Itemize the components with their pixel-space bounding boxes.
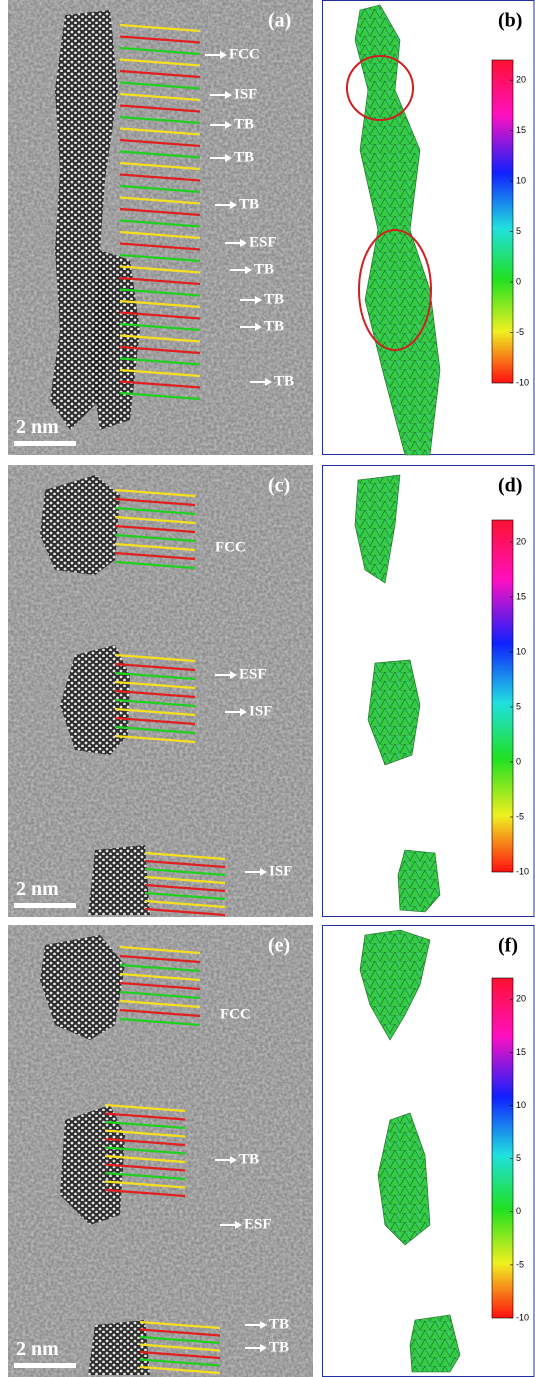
crystal-grain	[88, 845, 150, 915]
scale-bar	[14, 903, 76, 908]
colorbar-tick-label: 5	[516, 1153, 521, 1163]
colorbar-tick-label: 0	[516, 1206, 521, 1216]
annotation: TB	[274, 373, 294, 389]
panel-label: (a)	[268, 10, 291, 32]
annotation: ISF	[269, 863, 292, 879]
annotation: FCC	[220, 1006, 251, 1022]
annotation: TB	[264, 318, 284, 334]
annotation: ISF	[234, 86, 257, 102]
colorbar-tick-label: 0	[516, 756, 521, 766]
annotation: ESF	[244, 1216, 272, 1232]
annotation: TB	[234, 116, 254, 132]
annotation: TB	[234, 149, 254, 165]
annotation: ISF	[249, 703, 272, 719]
colorbar-tick-label: 10	[516, 1100, 526, 1110]
colorbar-tick-label: 15	[516, 125, 526, 135]
colorbar-tick-label: -5	[516, 327, 524, 337]
colorbar-tick-label: 20	[516, 536, 526, 546]
annotation: TB	[269, 1316, 289, 1332]
annotation: TB	[239, 1151, 259, 1167]
colorbar-tick-label: 10	[516, 646, 526, 656]
colorbar-tick-label: 20	[516, 75, 526, 85]
panel-label: (b)	[498, 10, 522, 32]
annotation: ESF	[249, 234, 277, 250]
colorbar-tick-label: -5	[516, 1259, 524, 1269]
crystal-grain	[40, 475, 120, 575]
annotation: FCC	[229, 46, 260, 62]
scale-bar	[14, 1363, 76, 1368]
panel-label: (d)	[498, 475, 522, 497]
panel-label: (e)	[268, 935, 290, 957]
colorbar	[492, 520, 513, 872]
annotation: FCC	[215, 539, 246, 555]
page: {"rows": [ {"left": {"label": "(a)", "sc…	[0, 0, 535, 1377]
scale-bar-label: 2 nm	[16, 1338, 59, 1360]
scale-bar-label: 2 nm	[16, 878, 59, 900]
colorbar-tick-label: -5	[516, 811, 524, 821]
colorbar	[492, 978, 513, 1318]
annotation: TB	[254, 261, 274, 277]
panel-label: (f)	[498, 935, 518, 957]
colorbar-tick-label: -10	[516, 377, 529, 387]
panel-label: (c)	[268, 475, 290, 497]
colorbar-tick-label: 0	[516, 276, 521, 286]
annotation: TB	[269, 1339, 289, 1355]
colorbar-tick-label: -10	[516, 1312, 529, 1322]
colorbar-tick-label: 10	[516, 176, 526, 186]
annotation: ESF	[239, 666, 267, 682]
colorbar-tick-label: 5	[516, 701, 521, 711]
row: (a) FCC ISF TB TB TB ESF TB TB TB TB 2 nm (b) 20 15 10 5…	[8, 0, 534, 455]
colorbar	[492, 60, 513, 383]
colorbar-tick-label: 15	[516, 1047, 526, 1057]
colorbar-tick-label: 15	[516, 591, 526, 601]
colorbar-tick-label: 20	[516, 994, 526, 1004]
annotation: TB	[239, 196, 259, 212]
row: (c) FCC ESF ISF ISF 2 nm (d) 20 15 10 5 0 -5 -10	[8, 465, 534, 917]
annotation: TB	[264, 291, 284, 307]
row: (e) FCC TB ESF TB TB 2 nm (f) 20 15 10 5 0 -5 -10	[8, 925, 534, 1377]
colorbar-tick-label: -10	[516, 866, 529, 876]
figure: (a) FCC ISF TB TB TB ESF TB TB TB TB 2 nm (b) 20 15 10 5…	[0, 0, 535, 1377]
scale-bar-label: 2 nm	[16, 416, 59, 438]
colorbar-tick-label: 5	[516, 226, 521, 236]
scale-bar	[14, 441, 76, 446]
